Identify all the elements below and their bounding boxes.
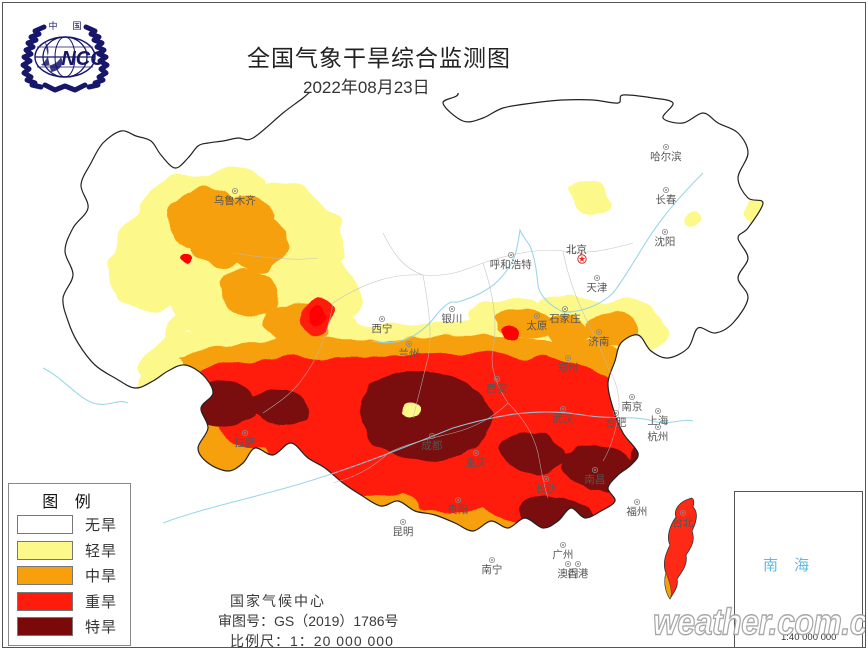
svg-text:NCC: NCC xyxy=(61,48,105,70)
svg-text:武汉: 武汉 xyxy=(552,412,573,425)
svg-text:杭州: 杭州 xyxy=(647,430,668,443)
svg-text:乌鲁木齐: 乌鲁木齐 xyxy=(214,194,256,207)
svg-text:兰州: 兰州 xyxy=(398,347,419,360)
svg-text:长沙: 长沙 xyxy=(535,483,556,495)
svg-text:广州: 广州 xyxy=(552,549,573,561)
svg-text:拉萨: 拉萨 xyxy=(234,436,255,449)
svg-text:太原: 太原 xyxy=(526,319,547,332)
svg-text:长春: 长春 xyxy=(655,194,676,206)
svg-text:沈阳: 沈阳 xyxy=(654,235,675,248)
svg-text:西宁: 西宁 xyxy=(371,322,392,335)
svg-text:国: 国 xyxy=(72,21,81,31)
svg-text:南宁: 南宁 xyxy=(481,563,502,576)
svg-text:中: 中 xyxy=(48,20,57,31)
svg-text:台北: 台北 xyxy=(672,516,693,529)
svg-text:贵阳: 贵阳 xyxy=(447,503,468,516)
svg-text:南昌: 南昌 xyxy=(584,473,605,486)
svg-text:福州: 福州 xyxy=(626,505,647,518)
svg-text:天津: 天津 xyxy=(586,282,607,294)
svg-text:南京: 南京 xyxy=(621,400,642,413)
svg-text:西安: 西安 xyxy=(486,382,507,395)
svg-text:呼和浩特: 呼和浩特 xyxy=(490,259,532,271)
svg-text:银川: 银川 xyxy=(441,312,462,325)
svg-text:重庆: 重庆 xyxy=(465,456,486,469)
svg-text:澳门: 澳门 xyxy=(557,567,578,580)
svg-text:上海: 上海 xyxy=(647,414,668,427)
svg-text:济南: 济南 xyxy=(588,335,609,348)
svg-text:昆明: 昆明 xyxy=(392,526,413,538)
svg-text:郑州: 郑州 xyxy=(557,361,578,374)
svg-text:成都: 成都 xyxy=(421,440,442,452)
svg-text:石家庄: 石家庄 xyxy=(549,312,581,325)
svg-text:合肥: 合肥 xyxy=(605,416,626,429)
svg-text:北京: 北京 xyxy=(566,243,587,256)
svg-text:哈尔滨: 哈尔滨 xyxy=(650,150,682,163)
